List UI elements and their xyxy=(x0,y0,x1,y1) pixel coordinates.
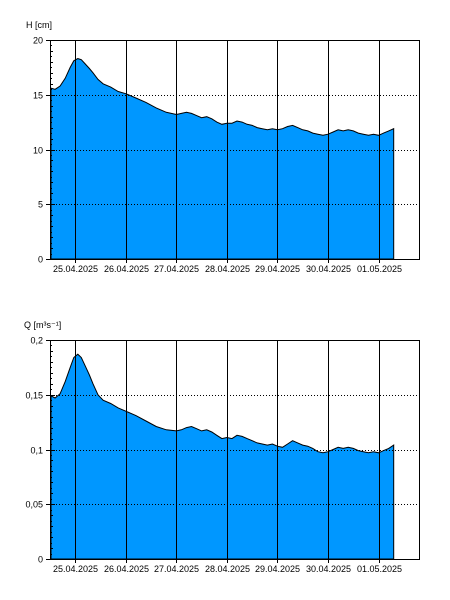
x-tick-label-2: 27.04.2025 xyxy=(154,564,199,574)
area-series-0 xyxy=(50,353,395,560)
area-series-0 xyxy=(50,58,395,260)
x-tick-label-0: 25.04.2025 xyxy=(53,264,98,274)
y-axis-title-h: H [cm] xyxy=(26,20,52,30)
x-tick-label-1: 26.04.2025 xyxy=(104,264,149,274)
y-axis-title-q: Q [m³s⁻¹] xyxy=(24,320,61,330)
x-tick-label-0: 25.04.2025 xyxy=(53,564,98,574)
x-tick-label-4: 29.04.2025 xyxy=(255,564,300,574)
chart-panel-water-level: 0 5 10 15 20 25.04.2025 26.04.2025 27.04.2025 28… xyxy=(26,20,420,274)
x-tick-label-2: 27.04.2025 xyxy=(154,264,199,274)
y-tick-label-3: 0,15 xyxy=(25,391,43,401)
y-tick-label-0: 0 xyxy=(38,555,43,565)
x-tick-label-3: 28.04.2025 xyxy=(205,264,250,274)
y-tick-label-2: 10 xyxy=(33,146,43,156)
y-tick-label-4: 0,2 xyxy=(30,336,43,346)
y-tick-label-2: 0,1 xyxy=(30,446,43,456)
chart-panel-discharge: 0 0,05 0,1 0,15 0,2 25.04.2025 26.04.2025 27.04… xyxy=(24,320,420,574)
x-tick-label-6: 01.05.2025 xyxy=(357,564,402,574)
x-tick-label-4: 29.04.2025 xyxy=(255,264,300,274)
x-tick-label-1: 26.04.2025 xyxy=(104,564,149,574)
x-tick-label-5: 30.04.2025 xyxy=(306,564,351,574)
y-tick-label-1: 0,05 xyxy=(25,500,43,510)
y-tick-label-0: 0 xyxy=(38,255,43,265)
x-tick-label-3: 28.04.2025 xyxy=(205,564,250,574)
y-tick-label-3: 15 xyxy=(33,91,43,101)
y-tick-label-4: 20 xyxy=(33,36,43,46)
x-tick-label-6: 01.05.2025 xyxy=(357,264,402,274)
y-tick-label-1: 5 xyxy=(38,200,43,210)
plot-frame xyxy=(50,340,420,560)
plot-frame xyxy=(50,40,420,260)
x-tick-label-5: 30.04.2025 xyxy=(306,264,351,274)
